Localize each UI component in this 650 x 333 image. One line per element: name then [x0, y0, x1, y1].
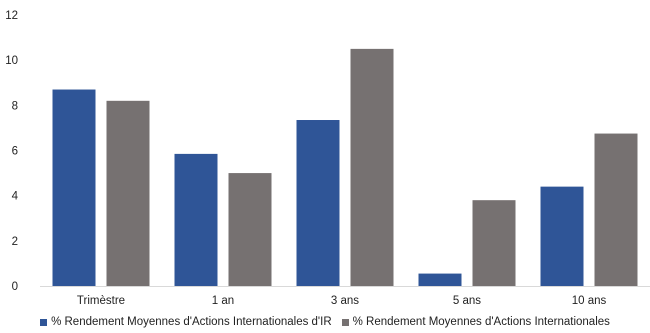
bars: [52, 48, 638, 287]
bar-ir: [52, 89, 96, 287]
x-tick-label: Trimèstre: [77, 295, 125, 307]
legend: % Rendement Moyennes d'Actions Internati…: [0, 313, 650, 331]
x-axis-ticks: Trimèstre 1 an 3 ans 5 ans 10 ans: [77, 295, 607, 307]
x-tick-label: 5 ans: [453, 295, 481, 307]
x-tick-label: 1 an: [212, 295, 234, 307]
legend-item-benchmark: % Rendement Moyennes d'Actions Internati…: [341, 316, 610, 328]
y-tick-label: 10: [5, 55, 18, 67]
bar-ir: [296, 120, 340, 286]
bar-ir: [418, 273, 462, 286]
legend-label-ir: % Rendement Moyennes d'Actions Internati…: [51, 316, 332, 328]
bar-benchmark: [472, 200, 516, 286]
bar-benchmark: [350, 48, 394, 286]
bar-benchmark: [228, 173, 272, 286]
legend-swatch-ir: [40, 318, 48, 326]
bar-ir: [174, 153, 218, 286]
y-tick-label: 12: [5, 10, 18, 22]
bar-benchmark: [594, 133, 638, 286]
x-tick-label: 3 ans: [331, 295, 359, 307]
y-tick-label: 2: [12, 236, 18, 248]
bar-ir: [540, 186, 584, 286]
x-tick-label: 10 ans: [572, 295, 607, 307]
legend-swatch-benchmark: [341, 318, 349, 326]
bar-benchmark: [106, 100, 150, 286]
y-axis-ticks: 0 2 4 6 8 10 12: [5, 10, 18, 293]
y-tick-label: 0: [12, 281, 18, 293]
y-tick-label: 4: [12, 191, 19, 203]
legend-item-ir: % Rendement Moyennes d'Actions Internati…: [40, 316, 332, 328]
y-tick-label: 8: [12, 100, 18, 112]
y-tick-label: 6: [12, 146, 18, 158]
legend-label-benchmark: % Rendement Moyennes d'Actions Internati…: [352, 316, 610, 328]
